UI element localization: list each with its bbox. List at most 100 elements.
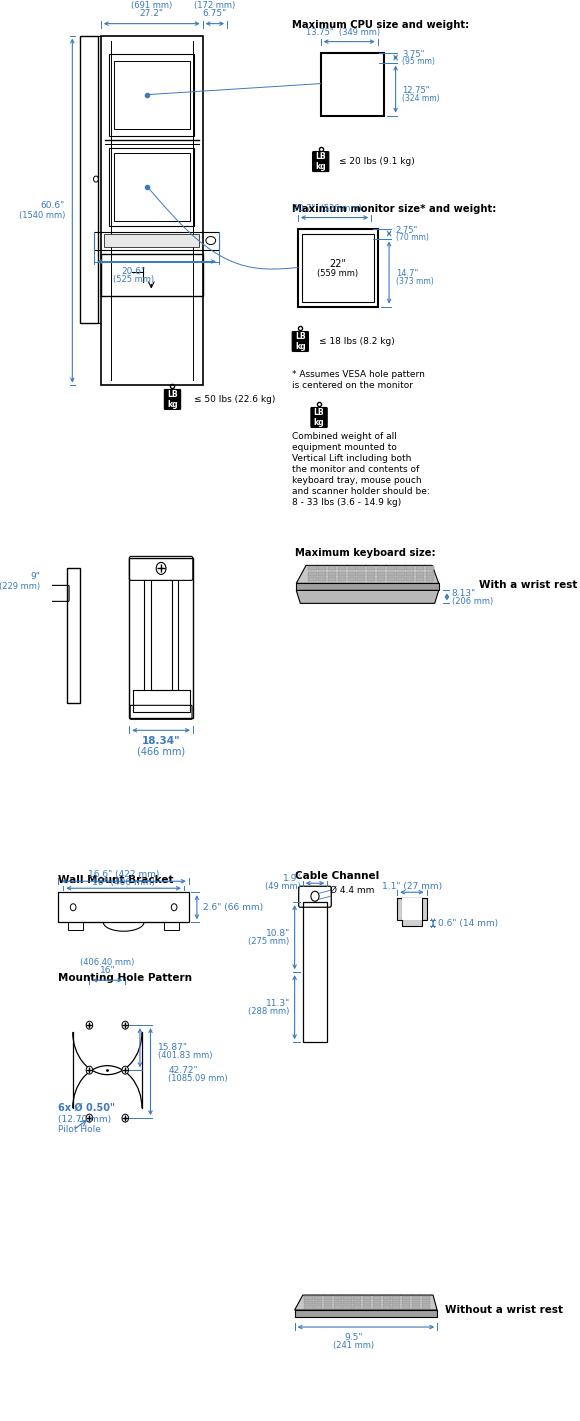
Bar bbox=[304, 1300, 313, 1304]
Polygon shape bbox=[295, 1310, 437, 1317]
Text: (373 mm): (373 mm) bbox=[396, 277, 433, 286]
Text: and scanner holder should be:: and scanner holder should be: bbox=[292, 487, 430, 496]
Text: Pilot Hole: Pilot Hole bbox=[59, 1124, 102, 1134]
Text: (12.70 mm): (12.70 mm) bbox=[59, 1114, 111, 1124]
Text: Ø 4.4 mm: Ø 4.4 mm bbox=[331, 885, 375, 895]
Bar bbox=[334, 1300, 342, 1304]
Circle shape bbox=[86, 1114, 93, 1123]
Text: 13.75"  (349 mm): 13.75" (349 mm) bbox=[306, 28, 380, 37]
Text: 1.1" (27 mm): 1.1" (27 mm) bbox=[382, 882, 442, 891]
Bar bbox=[95, 232, 219, 250]
Text: 6.75": 6.75" bbox=[202, 9, 227, 18]
Bar bbox=[328, 567, 336, 570]
Bar bbox=[426, 567, 434, 570]
Bar bbox=[367, 571, 375, 576]
Text: equipment mounted to: equipment mounted to bbox=[292, 443, 397, 452]
FancyBboxPatch shape bbox=[48, 585, 69, 601]
Text: 14.7": 14.7" bbox=[396, 269, 418, 279]
Text: 2.6" (66 mm): 2.6" (66 mm) bbox=[204, 902, 263, 912]
Bar bbox=[377, 577, 385, 581]
Text: (229 mm): (229 mm) bbox=[0, 581, 41, 591]
Text: (559 mm): (559 mm) bbox=[317, 269, 358, 279]
Bar bbox=[109, 148, 194, 226]
Bar bbox=[334, 1304, 342, 1309]
Circle shape bbox=[171, 904, 177, 911]
Text: 20.6": 20.6" bbox=[121, 267, 146, 276]
Text: 10.8": 10.8" bbox=[266, 929, 290, 938]
Bar bbox=[309, 567, 317, 570]
Bar bbox=[406, 567, 414, 570]
Bar bbox=[367, 567, 375, 570]
Bar bbox=[396, 571, 405, 576]
Text: LB
kg: LB kg bbox=[295, 331, 306, 351]
Bar bbox=[334, 1296, 342, 1300]
Text: Maximum monitor size* and weight:: Maximum monitor size* and weight: bbox=[292, 203, 496, 213]
Bar bbox=[396, 567, 405, 570]
Text: LB
kg: LB kg bbox=[316, 152, 326, 172]
Bar bbox=[396, 577, 405, 581]
Bar bbox=[363, 1300, 371, 1304]
Bar bbox=[402, 1304, 410, 1309]
Text: Mounting Hole Pattern: Mounting Hole Pattern bbox=[59, 973, 193, 983]
Text: Without a wrist rest: Without a wrist rest bbox=[445, 1304, 563, 1314]
Text: (95 mm): (95 mm) bbox=[402, 57, 435, 67]
Text: ≤ 20 lbs (9.1 kg): ≤ 20 lbs (9.1 kg) bbox=[339, 158, 415, 166]
Bar bbox=[373, 1300, 381, 1304]
Bar bbox=[343, 1300, 351, 1304]
Text: LB
kg: LB kg bbox=[314, 408, 324, 428]
Text: Vertical Lift including both: Vertical Lift including both bbox=[292, 455, 412, 463]
Bar bbox=[309, 571, 317, 576]
Text: ≤ 50 lbs (22.6 kg): ≤ 50 lbs (22.6 kg) bbox=[194, 395, 276, 404]
Bar bbox=[338, 577, 346, 581]
Bar bbox=[318, 571, 327, 576]
Circle shape bbox=[70, 904, 76, 911]
Bar bbox=[347, 571, 356, 576]
Bar bbox=[373, 1304, 381, 1309]
Bar bbox=[59, 892, 189, 922]
Bar bbox=[422, 1304, 430, 1309]
Bar bbox=[367, 577, 375, 581]
Circle shape bbox=[93, 176, 99, 182]
Bar bbox=[150, 580, 172, 691]
Bar bbox=[422, 1300, 430, 1304]
Bar bbox=[383, 1296, 391, 1300]
FancyBboxPatch shape bbox=[164, 389, 180, 409]
Text: 60.6": 60.6" bbox=[41, 200, 65, 210]
Bar bbox=[392, 1304, 400, 1309]
Text: (275 mm): (275 mm) bbox=[248, 936, 290, 946]
Bar bbox=[406, 571, 414, 576]
Bar bbox=[321, 53, 384, 115]
Bar bbox=[363, 1296, 371, 1300]
Text: (241 mm): (241 mm) bbox=[333, 1340, 374, 1350]
Text: (466 mm): (466 mm) bbox=[137, 746, 185, 756]
Text: 18.34": 18.34" bbox=[142, 736, 180, 746]
Bar bbox=[109, 54, 194, 135]
Text: LB
kg: LB kg bbox=[167, 389, 178, 409]
Circle shape bbox=[311, 891, 319, 901]
Text: * Assumes VESA hole pattern: * Assumes VESA hole pattern bbox=[292, 371, 425, 379]
Text: ≤ 18 lbs (8.2 kg): ≤ 18 lbs (8.2 kg) bbox=[319, 337, 395, 345]
Bar bbox=[347, 567, 356, 570]
Bar bbox=[298, 229, 378, 307]
Text: (206 mm): (206 mm) bbox=[452, 597, 493, 605]
Polygon shape bbox=[296, 590, 438, 604]
Bar bbox=[318, 577, 327, 581]
Bar bbox=[387, 571, 395, 576]
Text: (49 mm): (49 mm) bbox=[265, 882, 301, 891]
Bar bbox=[426, 571, 434, 576]
Text: 16": 16" bbox=[100, 966, 115, 975]
Text: Combined weight of all: Combined weight of all bbox=[292, 432, 397, 442]
Text: 20.7"  (526 mm): 20.7" (526 mm) bbox=[293, 205, 361, 213]
FancyBboxPatch shape bbox=[129, 557, 193, 580]
Bar bbox=[406, 577, 414, 581]
Circle shape bbox=[122, 1114, 129, 1123]
Text: (288 mm): (288 mm) bbox=[248, 1006, 290, 1016]
Text: 8 - 33 lbs (3.6 - 14.9 kg): 8 - 33 lbs (3.6 - 14.9 kg) bbox=[292, 499, 401, 507]
Bar bbox=[426, 577, 434, 581]
Circle shape bbox=[156, 563, 166, 574]
Text: (1540 mm): (1540 mm) bbox=[19, 212, 65, 220]
Text: 2.75": 2.75" bbox=[396, 226, 418, 234]
Bar bbox=[422, 1296, 430, 1300]
Bar bbox=[357, 567, 365, 570]
Bar bbox=[353, 1300, 361, 1304]
